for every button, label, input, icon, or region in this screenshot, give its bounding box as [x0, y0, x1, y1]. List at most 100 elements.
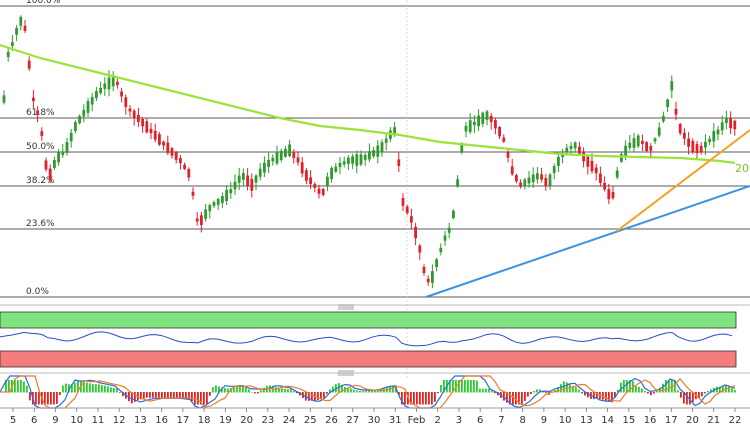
candle-body [141, 118, 144, 127]
macd-histogram-bar [119, 392, 121, 393]
macd-histogram-bar [239, 385, 241, 393]
macd-histogram-bar [131, 392, 133, 404]
candle-body [548, 174, 552, 186]
candle-body [326, 176, 329, 187]
candle-body [452, 210, 455, 219]
macd-histogram-bar [380, 389, 382, 393]
macd-histogram-bar [110, 387, 112, 393]
macd-histogram-bar [416, 392, 418, 405]
candle-body [607, 188, 611, 200]
macd-histogram-bar [476, 380, 478, 393]
candlesticks [2, 15, 737, 289]
candle-body [313, 184, 317, 188]
macd-histogram-bar [77, 381, 79, 393]
candle-body [708, 138, 711, 142]
x-tick-label: 7 [498, 415, 504, 426]
candle-body [351, 156, 354, 164]
macd-histogram-bar [44, 392, 46, 405]
macd-histogram-bar [626, 380, 628, 393]
x-tick-label: 18 [198, 415, 211, 426]
macd-histogram-bar [104, 385, 106, 393]
candle-body [439, 247, 443, 253]
candle-body [376, 145, 380, 157]
macd-histogram-bar [524, 392, 526, 401]
macd-histogram-bar [638, 386, 640, 393]
candle-body [678, 123, 682, 134]
macd-histogram-bar [668, 380, 670, 393]
candle-body [426, 278, 430, 283]
macd-histogram-bar [587, 392, 589, 398]
macd-histogram-bar [296, 392, 298, 394]
macd-histogram-bar [248, 389, 250, 393]
macd-histogram-bar [278, 387, 280, 393]
x-tick-label: 2 [435, 415, 441, 426]
macd-histogram-bar [413, 392, 415, 405]
candle-body [216, 199, 220, 205]
macd-histogram-bar [116, 388, 118, 393]
candle-body [90, 96, 94, 105]
macd-histogram-bar [176, 392, 178, 398]
macd-histogram-bar [323, 392, 325, 398]
macd-histogram-bar [218, 386, 220, 393]
macd-histogram-bar [182, 392, 184, 399]
x-tick-label: Feb [408, 415, 426, 426]
macd-histogram-bar [578, 389, 580, 393]
macd-histogram-bar [617, 389, 619, 393]
candle-body [279, 150, 283, 160]
candle-body [443, 235, 447, 241]
candle-body [502, 137, 506, 142]
macd-histogram-bar [431, 392, 433, 405]
macd-histogram-bar [227, 388, 229, 393]
macd-histogram-bar [71, 384, 73, 393]
candle-body [275, 151, 279, 164]
macd-histogram-bar [392, 385, 394, 393]
macd-histogram-bar [155, 392, 157, 398]
candle-body [620, 154, 623, 162]
macd-histogram-bar [701, 392, 703, 397]
candle-body [645, 142, 648, 152]
candle-body [557, 156, 560, 167]
macd-histogram-bar [293, 390, 295, 393]
fib-label: 50.0% [26, 142, 55, 152]
candle-body [145, 121, 149, 133]
macd-histogram-bar [308, 392, 310, 401]
candle-body [132, 110, 136, 118]
macd-histogram-bar [332, 386, 334, 393]
x-tick-label: 24 [283, 415, 296, 426]
candle-body [242, 173, 245, 180]
macd-histogram-bar [149, 392, 151, 398]
candle-body [174, 152, 178, 160]
macd-histogram-bar [68, 384, 70, 393]
candle-body [355, 154, 359, 166]
macd-histogram-bar [665, 380, 667, 393]
candle-body [11, 42, 14, 46]
candle-body [725, 117, 728, 124]
macd-histogram-bar [728, 386, 730, 393]
candle-body [414, 226, 417, 239]
x-tick-label: 17 [665, 415, 678, 426]
macd-histogram-bar [74, 382, 76, 393]
candle-body [258, 168, 262, 177]
macd-histogram-bar [458, 380, 460, 393]
x-tick-label: 15 [622, 415, 635, 426]
macd-histogram-bar [311, 392, 313, 401]
macd-histogram-bar [452, 380, 454, 393]
macd-histogram-bar [689, 392, 691, 405]
macd-histogram-bar [47, 392, 49, 405]
macd-histogram-bar [113, 387, 115, 393]
macd-histogram-bar [287, 389, 289, 393]
candle-body [57, 152, 60, 163]
macd-histogram-bar [23, 381, 25, 393]
macd-histogram-bar [569, 384, 571, 393]
candle-body [15, 27, 18, 35]
macd-histogram-bar [8, 380, 10, 393]
panel-divider-handles[interactable] [338, 304, 354, 376]
candle-body [662, 116, 665, 122]
macd-histogram-bar [443, 380, 445, 393]
candle-body [300, 162, 304, 174]
macd-histogram-bar [605, 392, 607, 401]
candle-body [586, 156, 590, 167]
macd-histogram-bar [260, 390, 262, 393]
candle-body [380, 142, 384, 152]
